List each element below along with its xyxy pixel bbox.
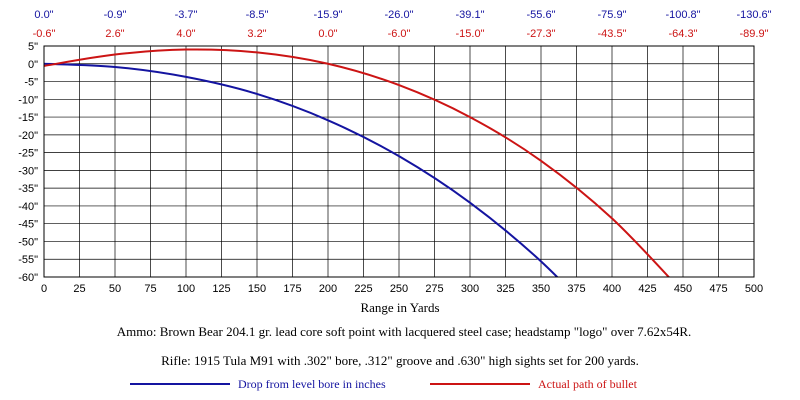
top-path-label: 4.0" (176, 28, 195, 40)
top-path-label: -6.0" (388, 28, 411, 40)
x-tick-label: 375 (567, 283, 585, 295)
x-tick-label: 475 (709, 283, 727, 295)
x-tick-label: 500 (745, 283, 763, 295)
series-line-path (44, 48, 671, 277)
top-drop-label: -3.7" (175, 9, 198, 21)
y-tick-label: -50" (18, 236, 38, 248)
y-tick-label: -5" (24, 77, 38, 89)
legend-label-drop: Drop from level bore in inches (238, 377, 386, 391)
x-tick-label: 200 (319, 283, 337, 295)
top-drop-label: -100.8" (665, 9, 700, 21)
x-tick-label: 25 (73, 283, 85, 295)
top-path-label: 3.2" (247, 28, 266, 40)
x-tick-label: 100 (177, 283, 195, 295)
y-tick-label: -20" (18, 130, 38, 142)
x-tick-label: 350 (532, 283, 550, 295)
y-tick-label: -30" (18, 165, 38, 177)
y-tick-label: -25" (18, 148, 38, 160)
y-tick-label: -15" (18, 112, 38, 124)
grid (43, 45, 755, 278)
y-tick-label: -45" (18, 219, 38, 231)
top-drop-label: -0.9" (104, 9, 127, 21)
top-path-label: -0.6" (33, 28, 56, 40)
top-path-label: -27.3" (527, 28, 556, 40)
top-path-label: 2.6" (105, 28, 124, 40)
top-drop-label: -8.5" (246, 9, 269, 21)
top-path-label: -89.9" (740, 28, 769, 40)
plot-frame (43, 45, 755, 278)
top-path-label: -64.3" (669, 28, 698, 40)
y-tick-label: -55" (18, 254, 38, 266)
y-tick-label: -35" (18, 183, 38, 195)
x-tick-label: 450 (674, 283, 692, 295)
top-value-labels: 0.0" -0.6" -0.9" 2.6" -3.7" 4.0" -8.5" 3.2" -15.… (33, 9, 772, 40)
top-drop-label: -26.0" (385, 9, 414, 21)
x-tick-labels: 0 25 50 75 100 125 150 175 200 225 250 275 300 325 350… (41, 283, 763, 295)
legend: Drop from level bore in inches Actual pa… (130, 377, 638, 391)
top-drop-label: -39.1" (456, 9, 485, 21)
y-tick-label: 5" (28, 41, 38, 53)
top-drop-label: -55.6" (527, 9, 556, 21)
series-line-drop (44, 62, 559, 277)
note-ammo: Ammo: Brown Bear 204.1 gr. lead core sof… (117, 324, 692, 339)
x-tick-label: 125 (212, 283, 230, 295)
y-tick-label: -60" (18, 272, 38, 284)
x-tick-label: 250 (390, 283, 408, 295)
top-path-label: -43.5" (598, 28, 627, 40)
y-tick-label: -10" (18, 94, 38, 106)
y-tick-labels: 5" 0" -5" -10" -15" -20" -25" -30" -35" -40" -45" -… (18, 41, 38, 284)
x-axis-label: Range in Yards (360, 300, 439, 315)
y-tick-label: 0" (28, 59, 38, 71)
legend-label-path: Actual path of bullet (538, 377, 638, 391)
x-tick-label: 400 (603, 283, 621, 295)
x-tick-label: 300 (461, 283, 479, 295)
top-path-label: -15.0" (456, 28, 485, 40)
x-tick-label: 75 (144, 283, 156, 295)
top-drop-label: 0.0" (34, 9, 53, 21)
note-rifle: Rifle: 1915 Tula M91 with .302" bore, .3… (161, 353, 639, 368)
y-tick-label: -40" (18, 201, 38, 213)
top-drop-label: -75.9" (598, 9, 627, 21)
x-tick-label: 275 (425, 283, 443, 295)
plot-border (43, 45, 755, 278)
x-tick-label: 150 (248, 283, 266, 295)
top-path-label: 0.0" (318, 28, 337, 40)
x-tick-label: 425 (638, 283, 656, 295)
x-tick-label: 325 (496, 283, 514, 295)
x-tick-label: 0 (41, 283, 47, 295)
top-drop-label: -130.6" (736, 9, 771, 21)
x-tick-label: 225 (354, 283, 372, 295)
x-tick-label: 175 (283, 283, 301, 295)
series-lines (44, 48, 671, 277)
x-tick-label: 50 (109, 283, 121, 295)
top-drop-label: -15.9" (314, 9, 343, 21)
